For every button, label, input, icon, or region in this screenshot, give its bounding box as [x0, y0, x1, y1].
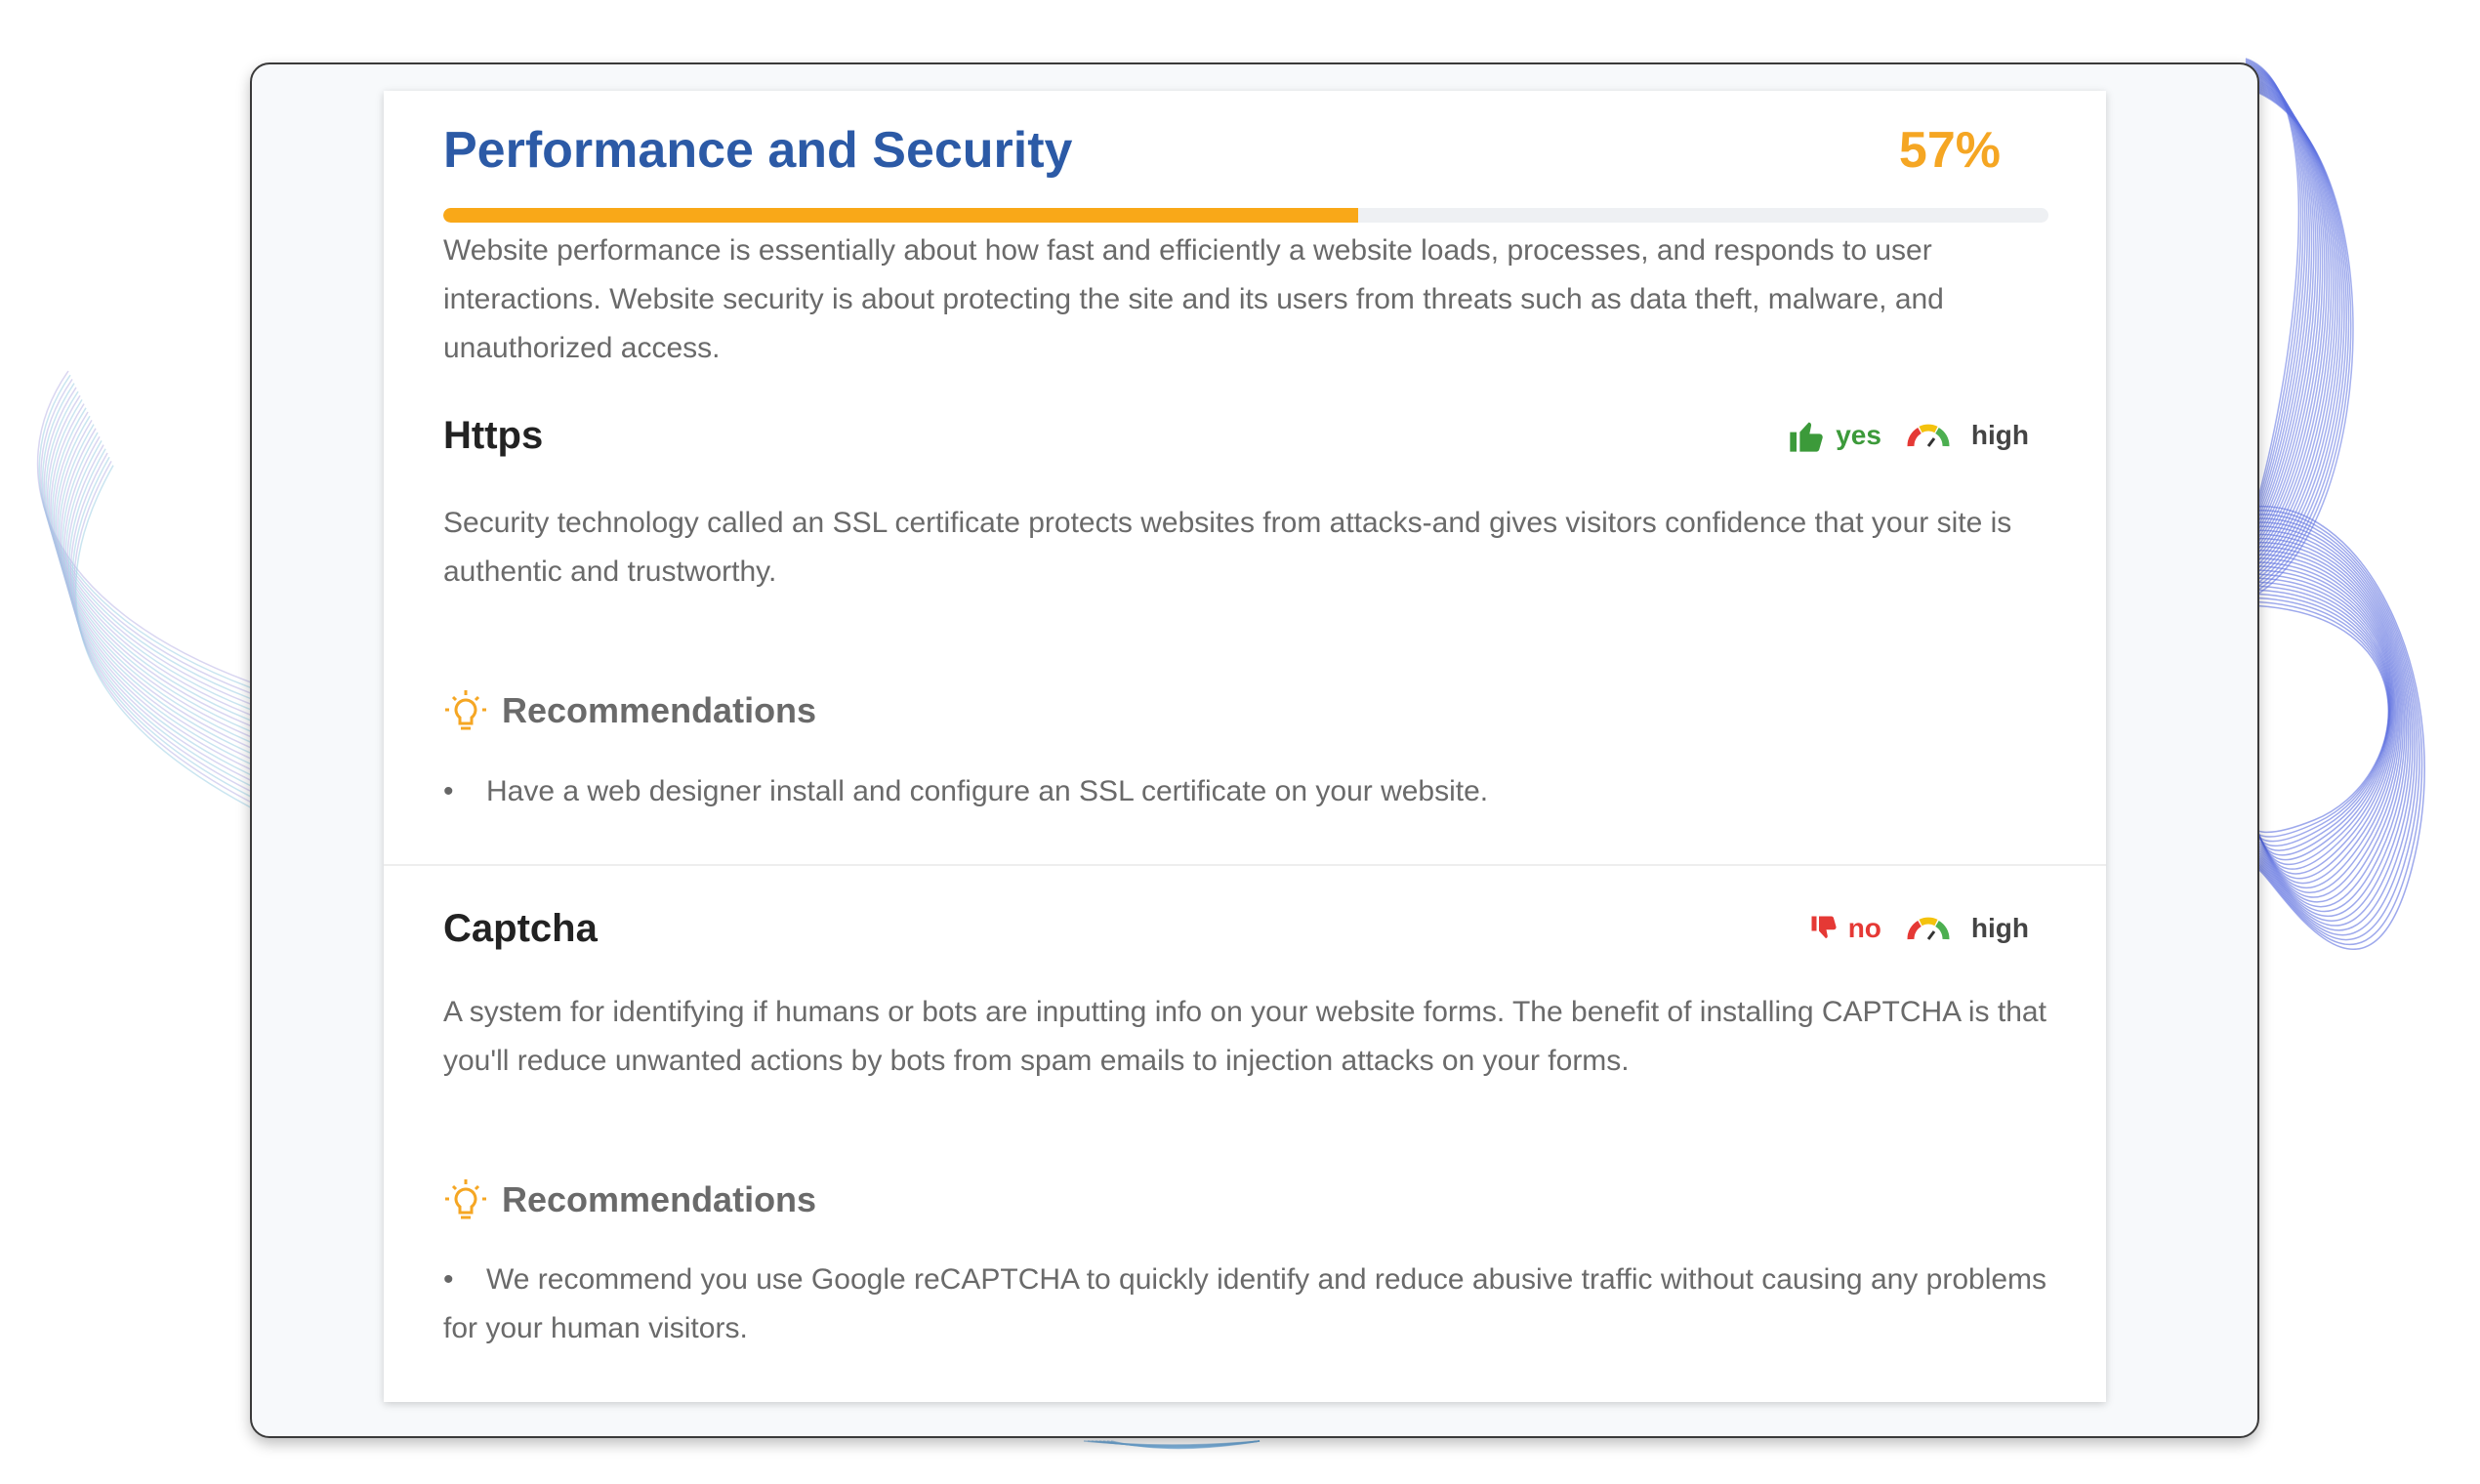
- progress-track: [443, 208, 2048, 223]
- recommendations-title: Recommendations: [502, 1179, 817, 1219]
- decor-wave: [50, 403, 255, 728]
- decor-wave: [2245, 546, 2404, 903]
- recommendation: • Have a web designer install and configu…: [443, 767, 2054, 816]
- thumb-down-icon: [1811, 916, 1837, 938]
- bullet: •: [443, 1263, 454, 1296]
- recommendation-text: Have a web designer install and configur…: [486, 775, 1489, 807]
- decor-wave: [2245, 557, 2400, 888]
- decor-wave: [2245, 521, 2416, 931]
- decor-wave: [62, 432, 255, 766]
- progress-fill: [443, 208, 1359, 223]
- decor-wave: [1110, 1440, 1261, 1450]
- decor-wave: [38, 374, 255, 690]
- divider: [384, 864, 2106, 866]
- section-description: Security technology called an SSL certif…: [443, 507, 2012, 588]
- decor-wave: [64, 440, 255, 777]
- section-description: A system for identifying if humans or bo…: [443, 996, 2046, 1077]
- importance: high: [1970, 913, 2029, 943]
- decor-wave: [40, 378, 255, 695]
- decor-wave: [2245, 517, 2418, 936]
- section-title: Https: [443, 414, 544, 457]
- recommendations-title: Recommendations: [502, 690, 817, 730]
- thumb-up-icon: [1790, 422, 1823, 452]
- decor-wave: [52, 407, 255, 734]
- decor-wave: [2245, 525, 2414, 927]
- card: Performance and Security 57% Website per…: [384, 91, 2106, 1402]
- bulb-icon: [445, 690, 486, 730]
- section: Https yes high Security technology calle…: [384, 411, 2106, 870]
- decor-wave: [2245, 87, 2354, 597]
- badges: yes high: [1787, 413, 2029, 458]
- bullet: •: [443, 775, 454, 807]
- recommendations-heading: Recommendations: [443, 686, 816, 735]
- decor-wave: [69, 452, 255, 794]
- decor-wave: [68, 448, 255, 789]
- badges: no high: [1809, 906, 2029, 951]
- decor-wave: [73, 461, 255, 804]
- decor-wave: [2245, 514, 2420, 941]
- decor-wave: [2245, 533, 2410, 917]
- decor-wave: [2245, 537, 2408, 913]
- decor-wave: [2245, 541, 2406, 908]
- recommendations-heading: Recommendations: [443, 1175, 816, 1224]
- decor-wave: [2245, 554, 2401, 893]
- decor-wave: [66, 444, 255, 783]
- decor-wave: [62, 435, 255, 772]
- decor-wave: [2245, 550, 2403, 898]
- section-title: Captcha: [443, 907, 598, 950]
- card-title: Performance and Security: [443, 122, 1073, 179]
- gauge-icon: [1907, 424, 1950, 447]
- gauge-icon: [1907, 917, 1950, 940]
- decor-wave: [2245, 505, 2425, 950]
- status: yes: [1836, 420, 1881, 450]
- status: no: [1847, 913, 1881, 943]
- decor-wave: [71, 456, 255, 800]
- decor-wave: [2245, 529, 2412, 922]
- section: Captcha no high A system for identifying…: [384, 904, 2106, 1363]
- decor-wave: [41, 383, 255, 701]
- recommendation-text: We recommend you use Google reCAPTCHA to…: [443, 1263, 2047, 1344]
- importance: high: [1970, 420, 2029, 450]
- decor-wave: [74, 465, 255, 810]
- decor-wave: [60, 428, 255, 762]
- decor-wave: [2245, 593, 2391, 848]
- score: 57%: [1898, 122, 2001, 179]
- decor-wave: [2245, 509, 2423, 946]
- card-description: Website performance is essentially about…: [443, 234, 1944, 364]
- recommendation: • We recommend you use Google reCAPTCHA t…: [443, 1256, 2054, 1353]
- bulb-icon: [445, 1179, 486, 1219]
- decor-wave: [48, 398, 255, 722]
- decor-wave: [53, 411, 255, 739]
